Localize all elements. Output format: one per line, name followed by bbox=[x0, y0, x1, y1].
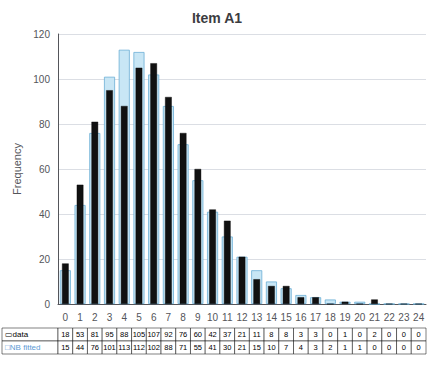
svg-text:8: 8 bbox=[284, 330, 288, 339]
svg-text:24: 24 bbox=[413, 312, 425, 323]
svg-text:60: 60 bbox=[194, 330, 202, 339]
svg-text:71: 71 bbox=[179, 343, 187, 352]
svg-text:44: 44 bbox=[76, 343, 84, 352]
svg-text:3: 3 bbox=[314, 330, 318, 339]
svg-text:105: 105 bbox=[133, 330, 146, 339]
svg-text:76: 76 bbox=[91, 343, 99, 352]
svg-text:95: 95 bbox=[105, 330, 113, 339]
svg-text:8: 8 bbox=[269, 330, 273, 339]
svg-text:15: 15 bbox=[281, 312, 293, 323]
svg-text:4: 4 bbox=[121, 312, 127, 323]
svg-text:42: 42 bbox=[208, 330, 216, 339]
svg-text:55: 55 bbox=[194, 343, 202, 352]
svg-text:0: 0 bbox=[387, 343, 391, 352]
svg-text:88: 88 bbox=[164, 343, 172, 352]
svg-text:1: 1 bbox=[358, 343, 362, 352]
svg-text:80: 80 bbox=[39, 119, 51, 130]
svg-text:107: 107 bbox=[147, 330, 160, 339]
svg-text:18: 18 bbox=[61, 330, 69, 339]
svg-text:4: 4 bbox=[299, 343, 303, 352]
svg-text:3: 3 bbox=[314, 343, 318, 352]
svg-text:15: 15 bbox=[61, 343, 69, 352]
svg-text:□NB fitted: □NB fitted bbox=[5, 343, 41, 352]
svg-text:0: 0 bbox=[358, 330, 362, 339]
svg-text:14: 14 bbox=[266, 312, 278, 323]
svg-text:21: 21 bbox=[238, 330, 246, 339]
svg-text:81: 81 bbox=[91, 330, 99, 339]
svg-text:113: 113 bbox=[118, 343, 130, 352]
svg-text:53: 53 bbox=[76, 330, 84, 339]
svg-text:101: 101 bbox=[103, 343, 116, 352]
svg-text:5: 5 bbox=[136, 312, 142, 323]
svg-text:3: 3 bbox=[299, 330, 303, 339]
svg-text:7: 7 bbox=[166, 312, 172, 323]
svg-text:12: 12 bbox=[236, 312, 248, 323]
svg-text:120: 120 bbox=[33, 29, 50, 40]
svg-text:15: 15 bbox=[253, 343, 261, 352]
svg-text:0: 0 bbox=[372, 343, 376, 352]
svg-text:21: 21 bbox=[369, 312, 381, 323]
svg-text:100: 100 bbox=[33, 74, 50, 85]
svg-text:22: 22 bbox=[384, 312, 396, 323]
svg-text:2: 2 bbox=[92, 312, 98, 323]
svg-text:8: 8 bbox=[180, 312, 186, 323]
svg-text:76: 76 bbox=[179, 330, 187, 339]
svg-text:30: 30 bbox=[223, 343, 231, 352]
svg-text:11: 11 bbox=[253, 330, 261, 339]
svg-text:20: 20 bbox=[354, 312, 366, 323]
svg-text:0: 0 bbox=[402, 330, 406, 339]
svg-text:0: 0 bbox=[44, 299, 50, 310]
svg-text:21: 21 bbox=[238, 343, 246, 352]
svg-text:3: 3 bbox=[107, 312, 113, 323]
svg-text:1: 1 bbox=[77, 312, 83, 323]
svg-text:18: 18 bbox=[325, 312, 337, 323]
svg-text:23: 23 bbox=[398, 312, 410, 323]
svg-text:37: 37 bbox=[223, 330, 231, 339]
svg-text:20: 20 bbox=[39, 254, 51, 265]
svg-text:1: 1 bbox=[343, 343, 347, 352]
svg-text:0: 0 bbox=[63, 312, 69, 323]
svg-text:10: 10 bbox=[207, 312, 219, 323]
svg-text:7: 7 bbox=[284, 343, 288, 352]
svg-text:13: 13 bbox=[251, 312, 263, 323]
svg-text:88: 88 bbox=[120, 330, 128, 339]
svg-text:Item A1: Item A1 bbox=[192, 10, 242, 26]
svg-text:0: 0 bbox=[402, 343, 406, 352]
svg-text:102: 102 bbox=[147, 343, 160, 352]
svg-text:0: 0 bbox=[417, 330, 421, 339]
svg-text:0: 0 bbox=[417, 343, 421, 352]
svg-text:10: 10 bbox=[267, 343, 275, 352]
svg-text:40: 40 bbox=[39, 209, 51, 220]
svg-text:2: 2 bbox=[328, 343, 332, 352]
svg-text:0: 0 bbox=[328, 330, 332, 339]
svg-text:92: 92 bbox=[164, 330, 172, 339]
svg-text:6: 6 bbox=[151, 312, 157, 323]
svg-text:Frequency: Frequency bbox=[11, 143, 23, 195]
svg-text:0: 0 bbox=[387, 330, 391, 339]
svg-text:60: 60 bbox=[39, 164, 51, 175]
svg-text:17: 17 bbox=[310, 312, 322, 323]
svg-text:11: 11 bbox=[222, 312, 233, 323]
svg-text:1: 1 bbox=[343, 330, 347, 339]
svg-text:2: 2 bbox=[372, 330, 376, 339]
svg-text:112: 112 bbox=[133, 343, 145, 352]
svg-text:41: 41 bbox=[208, 343, 216, 352]
svg-text:19: 19 bbox=[339, 312, 351, 323]
svg-text:9: 9 bbox=[195, 312, 201, 323]
svg-text:▭data: ▭data bbox=[5, 330, 29, 339]
svg-text:16: 16 bbox=[295, 312, 307, 323]
